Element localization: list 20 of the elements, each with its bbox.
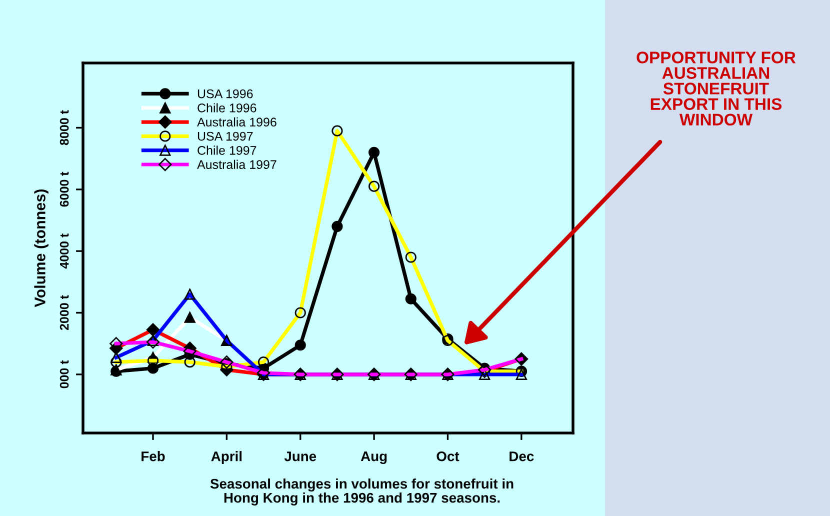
x-tick-label: Dec (510, 452, 534, 462)
y-tick-label: 2000 t (60, 295, 69, 330)
legend-label: Australia 1996 (197, 117, 276, 127)
text: Seasonal changes in volumes for stonefruit in Hong Kong in the 1996 and 1997 seasons. (210, 478, 514, 506)
x-tick-label: April (211, 451, 242, 464)
y-tick-label: 6000 t (60, 172, 69, 207)
y-tick-label: 000 t (60, 360, 69, 388)
legend-label: USA 1996 (198, 89, 253, 98)
legend-label: Australia 1997 (197, 160, 276, 169)
y-tick-label: 8000 t (60, 110, 69, 146)
x-tick-label: June (284, 452, 316, 462)
x-tick-label: Oct (436, 451, 460, 462)
legend-label: USA 1997 (198, 132, 253, 141)
legend-label: Chile 1996 (198, 103, 256, 112)
legend-label: Chile 1997 (198, 146, 256, 155)
x-tick-label: Aug (360, 452, 387, 464)
y-axis-title: Volume (tonnes) (34, 189, 48, 308)
y-tick-label: 4000 t (60, 234, 69, 269)
text: OPPORTUNITY FOR AUSTRALIAN STONEFRUIT EXPORT IN THIS WINDOW (636, 52, 796, 126)
x-tick-label: Feb (142, 451, 165, 462)
